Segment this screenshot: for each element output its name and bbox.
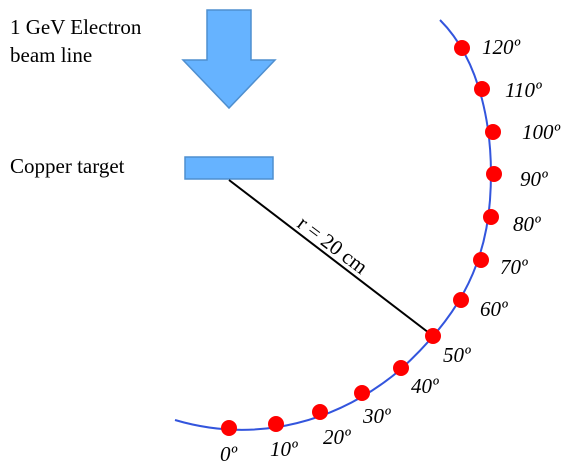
target-label: Copper target	[10, 154, 125, 178]
detector-dot	[393, 360, 409, 376]
detector-angle-label: 30º	[362, 404, 391, 428]
detector-angle-label: 20º	[323, 425, 351, 449]
detector-dot	[312, 404, 328, 420]
detector-angle-label: 110º	[505, 78, 542, 102]
beam-label-line2: beam line	[10, 43, 92, 67]
radius-line	[228, 179, 434, 337]
detector-angle-label: 120º	[482, 35, 521, 59]
detector-dot	[268, 416, 284, 432]
detector-dot	[221, 420, 237, 436]
detector-dot	[354, 385, 370, 401]
detector-angle-label: 50º	[443, 343, 471, 367]
detector-dot	[474, 81, 490, 97]
beam-label-line1: 1 GeV Electron	[10, 15, 142, 39]
detector-angle-label: 70º	[500, 255, 528, 279]
detector-angle-label: 90º	[520, 167, 548, 191]
detector-angle-label: 100º	[522, 120, 561, 144]
detector-dot	[473, 252, 489, 268]
detector-dot	[425, 328, 441, 344]
detector-angle-label: 0º	[220, 442, 238, 464]
detector-dot	[485, 124, 501, 140]
copper-target	[184, 156, 274, 180]
radius-label: r = 20 cm	[293, 211, 372, 279]
detector-angle-label: 80º	[513, 212, 541, 236]
detector-dot	[486, 166, 502, 182]
detector-dot	[454, 40, 470, 56]
detector-angle-label: 40º	[411, 374, 439, 398]
detector-angle-label: 10º	[270, 437, 298, 461]
detector-dot	[483, 209, 499, 225]
beam-arrow	[181, 9, 277, 110]
detector-angle-label: 60º	[480, 297, 508, 321]
detector-dot	[453, 292, 469, 308]
